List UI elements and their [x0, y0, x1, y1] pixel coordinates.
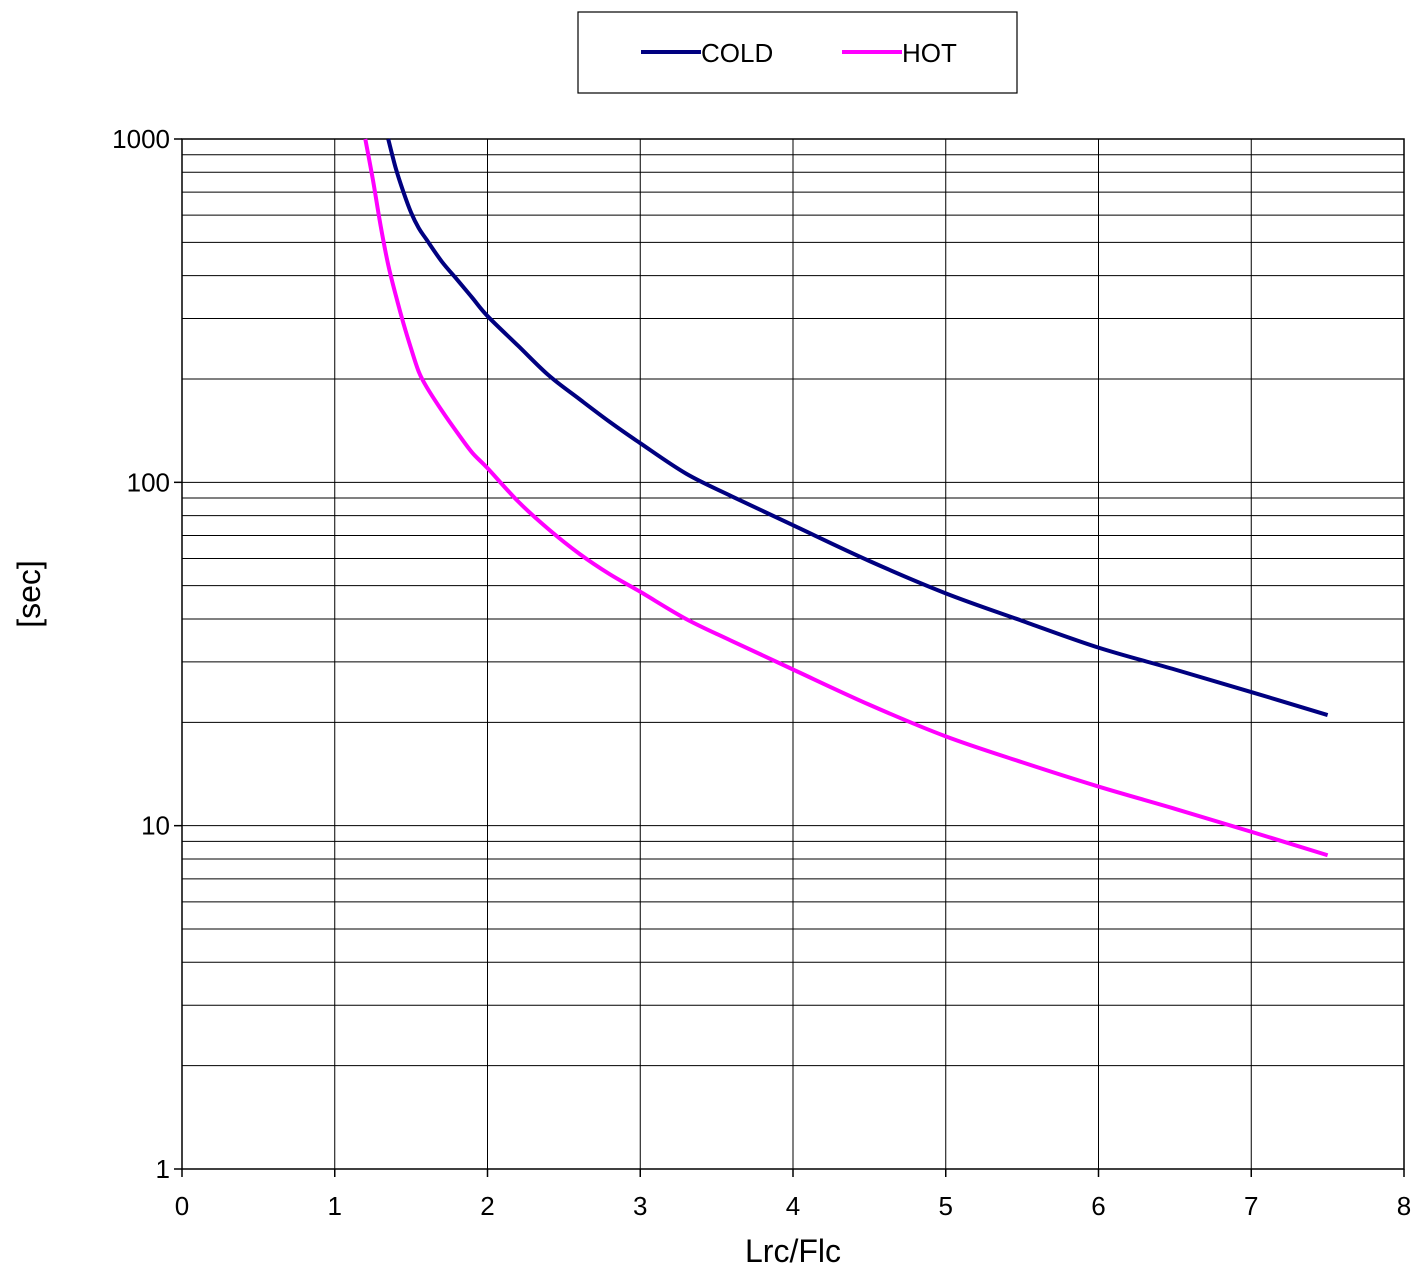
- series-line-cold: [386, 138, 1329, 717]
- x-tick-label: 8: [1397, 1191, 1411, 1221]
- x-tick-label: 3: [633, 1191, 647, 1221]
- legend-label-hot: HOT: [902, 38, 957, 68]
- x-axis-title: Lrc/Flc: [745, 1233, 841, 1269]
- x-tick-label: 0: [175, 1191, 189, 1221]
- x-tick-label: 1: [328, 1191, 342, 1221]
- series-layer: [363, 138, 1329, 858]
- x-tick-label: 6: [1091, 1191, 1105, 1221]
- y-axis-title: [sec]: [11, 560, 47, 628]
- y-tick-label: 1: [156, 1154, 170, 1184]
- series-line-hot: [363, 138, 1329, 858]
- x-tick-label: 4: [786, 1191, 800, 1221]
- x-tick-label: 5: [939, 1191, 953, 1221]
- x-tick-label: 2: [480, 1191, 494, 1221]
- y-tick-label: 1000: [112, 124, 170, 154]
- grid-lines: [181, 138, 1405, 1170]
- x-tick-label: 7: [1244, 1191, 1258, 1221]
- legend: COLD HOT: [577, 11, 1018, 94]
- y-tick-label: 100: [127, 467, 170, 497]
- legend-label-cold: COLD: [701, 38, 773, 68]
- y-tick-label: 10: [141, 811, 170, 841]
